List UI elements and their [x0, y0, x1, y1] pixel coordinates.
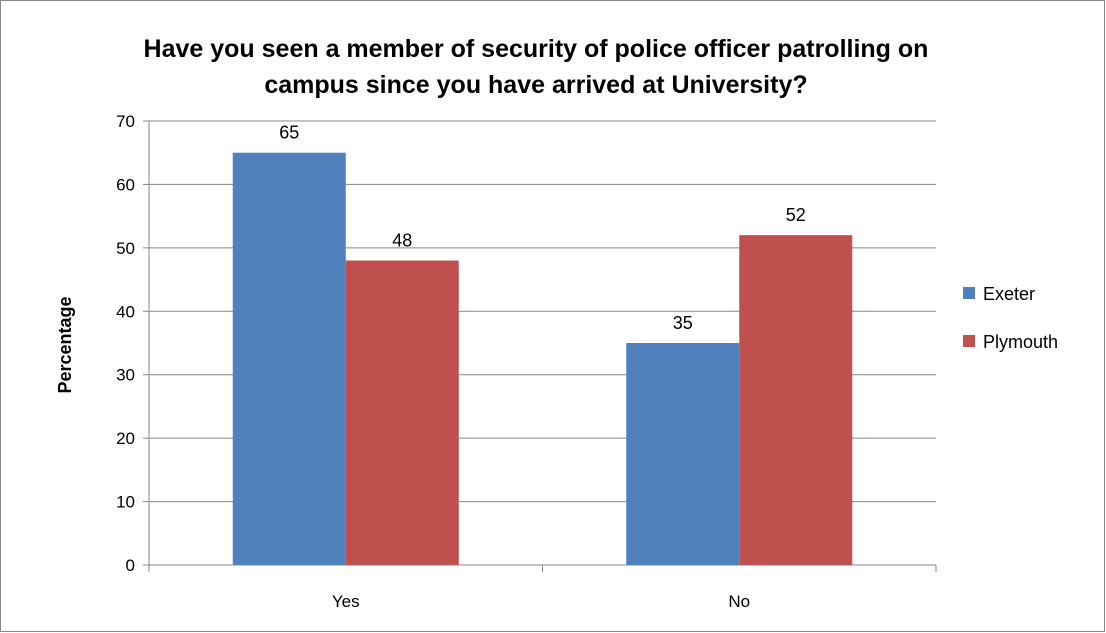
legend-swatch-plymouth	[963, 335, 975, 347]
y-tick-label-50: 50	[116, 239, 135, 258]
data-label-exeter-yes: 65	[279, 123, 299, 143]
x-tick-label-yes: Yes	[332, 592, 360, 611]
bar-plymouth-no	[739, 235, 853, 565]
legend-label-plymouth: Plymouth	[983, 332, 1058, 352]
legend-label-exeter: Exeter	[983, 284, 1035, 304]
x-tick-label-no: No	[728, 592, 750, 611]
y-tick-label-30: 30	[116, 366, 135, 385]
y-tick-label-70: 70	[116, 112, 135, 131]
data-label-plymouth-yes: 48	[392, 231, 412, 251]
data-label-plymouth-no: 52	[786, 205, 806, 225]
bar-plymouth-yes	[345, 260, 459, 565]
bar-exeter-no	[626, 343, 740, 565]
y-tick-label-0: 0	[126, 556, 135, 575]
bar-exeter-yes	[232, 152, 346, 565]
y-tick-label-10: 10	[116, 493, 135, 512]
y-tick-label-40: 40	[116, 302, 135, 321]
y-tick-label-60: 60	[116, 175, 135, 194]
data-label-exeter-no: 35	[673, 313, 693, 333]
chart-title: Have you seen a member of security of po…	[143, 35, 929, 99]
legend-swatch-exeter	[963, 287, 975, 299]
y-axis-title: Percentage	[55, 296, 75, 393]
y-tick-label-20: 20	[116, 429, 135, 448]
